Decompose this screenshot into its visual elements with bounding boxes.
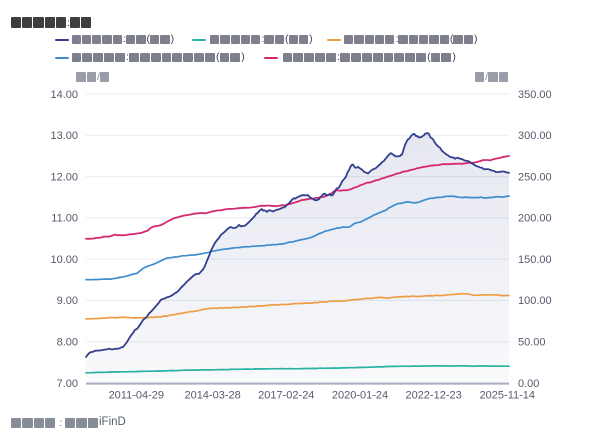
svg-text:50.00: 50.00 <box>518 337 546 349</box>
svg-text:8.00: 8.00 <box>57 337 78 349</box>
svg-text:9.00: 9.00 <box>57 295 78 307</box>
svg-text:11.00: 11.00 <box>51 213 78 225</box>
svg-text:2011-04-29: 2011-04-29 <box>109 390 164 402</box>
svg-text:2017-02-24: 2017-02-24 <box>258 390 314 402</box>
svg-text:2020-01-24: 2020-01-24 <box>332 390 388 402</box>
svg-text:10.00: 10.00 <box>50 254 78 266</box>
svg-text:2014-03-28: 2014-03-28 <box>184 390 240 402</box>
svg-text:7.00: 7.00 <box>57 378 78 390</box>
svg-text:200.00: 200.00 <box>518 213 552 225</box>
svg-text:300.00: 300.00 <box>518 130 552 142</box>
svg-text:13.00: 13.00 <box>50 130 78 142</box>
svg-text:2025-11-14: 2025-11-14 <box>480 390 535 402</box>
svg-text:14.00: 14.00 <box>50 89 78 101</box>
svg-text:350.00: 350.00 <box>518 89 552 101</box>
svg-text:250.00: 250.00 <box>518 171 552 183</box>
svg-text:2022-12-23: 2022-12-23 <box>405 390 461 402</box>
svg-text:100.00: 100.00 <box>518 295 552 307</box>
svg-text:0.00: 0.00 <box>518 378 539 390</box>
svg-text:12.00: 12.00 <box>50 171 78 183</box>
svg-text:150.00: 150.00 <box>518 254 552 266</box>
